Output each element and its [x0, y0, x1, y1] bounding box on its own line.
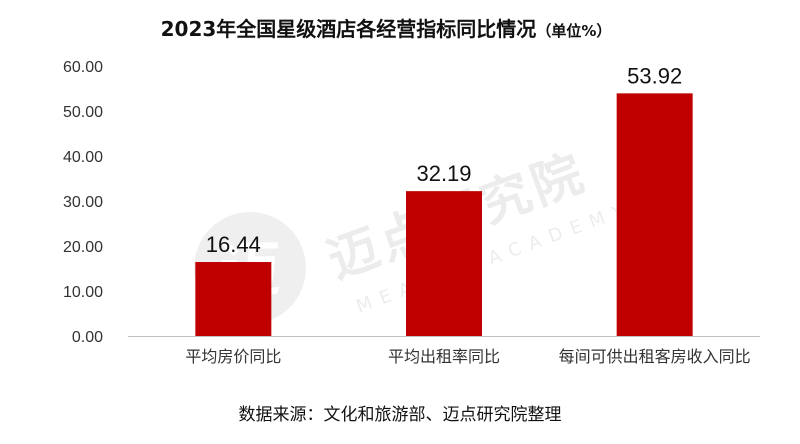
bars-layer [195, 93, 693, 336]
x-tick-label: 平均房价同比 [185, 347, 281, 366]
y-tick-label: 50.00 [63, 104, 103, 121]
data-label: 16.44 [206, 232, 261, 257]
y-tick-label: 20.00 [63, 239, 103, 256]
source-note: 数据来源：文化和旅游部、迈点研究院整理 [239, 405, 562, 425]
data-label: 32.19 [416, 161, 471, 186]
axis-layer: 0.00 10.00 20.00 30.00 40.00 50.00 60.00 [63, 59, 760, 346]
x-tick-label: 每间可供出租客房收入同比 [559, 347, 751, 366]
chart-title: 2023年全国星级酒店各经营指标同比情况（单位%） [161, 17, 612, 41]
bar [406, 191, 482, 336]
bar [616, 93, 693, 336]
y-tick-label: 60.00 [63, 59, 103, 76]
y-tick-label: 10.00 [63, 284, 103, 301]
data-label: 53.92 [627, 63, 682, 88]
bar [195, 262, 272, 336]
labels-layer: 16.44 平均房价同比 32.19 平均出租率同比 53.92 每间可供出租客房收入同比 [185, 63, 750, 366]
y-tick-label: 40.00 [63, 149, 103, 166]
y-tick-label: 0.00 [72, 329, 103, 346]
x-tick-label: 平均出租率同比 [388, 347, 500, 366]
y-tick-label: 30.00 [63, 194, 103, 211]
